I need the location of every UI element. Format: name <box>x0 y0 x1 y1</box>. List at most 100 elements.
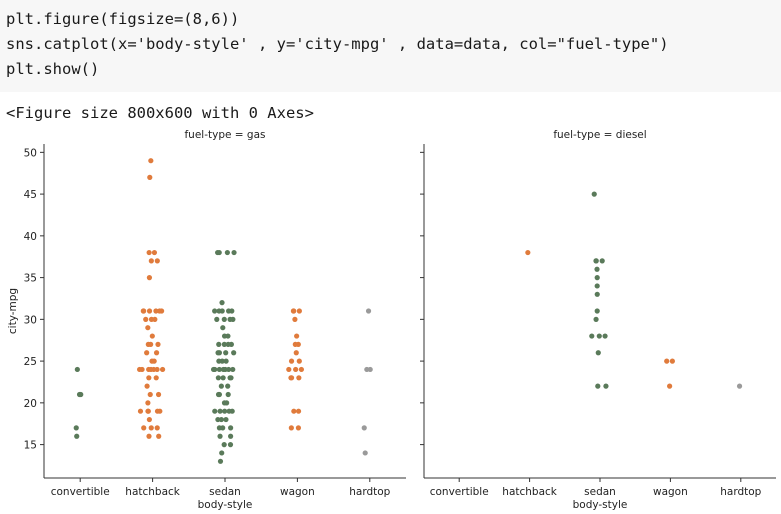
data-point-sedan <box>228 425 234 431</box>
data-point-hardtop <box>365 308 372 314</box>
data-point-hatchback <box>159 308 165 314</box>
x-tick-label-hatchback: hatchback <box>502 486 558 498</box>
data-point-sedan <box>231 249 237 256</box>
data-point-hatchback <box>148 258 154 264</box>
data-point-hatchback <box>154 366 160 373</box>
data-point-convertible <box>74 433 80 439</box>
data-point-sedan <box>595 383 601 389</box>
code-line-3: plt.show() <box>6 60 100 78</box>
data-point-sedan <box>212 408 218 414</box>
data-point-sedan <box>216 341 222 347</box>
data-point-hatchback <box>141 425 147 431</box>
x-tick-label-convertible: convertible <box>430 486 489 498</box>
data-point-sedan <box>215 375 221 381</box>
data-point-sedan <box>221 316 227 322</box>
x-tick-label-sedan: sedan <box>584 486 616 498</box>
data-point-wagon <box>295 408 302 414</box>
data-point-sedan <box>225 383 231 389</box>
data-point-hardtop <box>736 383 743 389</box>
data-point-hatchback <box>159 366 166 373</box>
x-tick-label-hatchback: hatchback <box>125 486 181 498</box>
data-point-wagon <box>293 350 299 356</box>
data-point-wagon <box>291 408 297 414</box>
data-point-hatchback <box>149 333 155 339</box>
data-point-sedan <box>217 408 223 414</box>
data-point-hatchback <box>155 391 162 398</box>
code-line-2: sns.catplot(x='body-style' , y='city-mpg… <box>6 35 669 53</box>
data-point-hatchback <box>145 408 151 414</box>
data-point-sedan <box>225 391 231 398</box>
data-point-wagon <box>292 316 298 322</box>
data-point-hatchback <box>154 258 160 264</box>
data-point-wagon <box>296 308 302 314</box>
y-tick-label: 15 <box>24 440 37 452</box>
x-tick-label-hardtop: hardtop <box>349 486 390 498</box>
data-point-wagon <box>296 375 302 381</box>
data-point-sedan <box>225 333 231 339</box>
catplot-figure: fuel-type = gas 15 20 25 30 35 40 45 50 convertib… <box>7 129 776 511</box>
data-point-hatchback <box>146 433 152 439</box>
data-point-hatchback <box>145 400 151 406</box>
y-tick-label: 30 <box>24 314 37 326</box>
y-tick-label: 40 <box>24 231 37 243</box>
data-point-sedan <box>595 350 601 356</box>
figure-output-text: <Figure size 800x600 with 0 Axes> <box>6 104 314 122</box>
data-point-sedan <box>215 391 222 398</box>
data-point-hardtop <box>367 366 373 373</box>
data-point-hatchback <box>148 425 154 431</box>
data-point-hatchback <box>144 383 150 389</box>
data-point-sedan <box>602 333 608 339</box>
data-point-sedan <box>229 408 235 414</box>
panel-title-gas: fuel-type = gas <box>184 129 265 141</box>
code-cell[interactable]: plt.figure(figsize=(8,6)) sns.catplot(x=… <box>0 0 781 92</box>
data-point-sedan <box>593 316 599 322</box>
data-point-sedan <box>216 366 222 373</box>
data-point-sedan <box>218 383 224 389</box>
x-tick-label-convertible: convertible <box>51 486 110 498</box>
x-axis-label-gas: body-style <box>198 499 253 511</box>
x-tick-label-wagon: wagon <box>653 486 688 498</box>
y-tick-label: 45 <box>24 189 37 201</box>
data-point-sedan <box>603 383 609 389</box>
data-point-sedan <box>223 358 229 364</box>
data-point-wagon <box>288 425 294 431</box>
data-point-sedan <box>594 291 600 297</box>
data-point-wagon <box>667 383 673 389</box>
data-point-hatchback <box>137 408 144 414</box>
data-point-hatchback <box>151 358 157 364</box>
data-point-hatchback <box>137 366 143 373</box>
data-point-sedan <box>212 308 218 314</box>
y-tick-label: 50 <box>24 147 37 159</box>
data-point-sedan <box>224 249 230 256</box>
data-point-wagon <box>286 366 292 373</box>
data-point-sedan <box>216 308 222 314</box>
data-point-sedan <box>217 433 223 439</box>
data-point-sedan <box>591 191 597 197</box>
data-point-hatchback <box>148 158 154 164</box>
data-point-sedan <box>594 275 600 281</box>
data-point-sedan <box>596 333 602 339</box>
data-point-hatchback <box>153 308 159 314</box>
data-point-sedan <box>219 450 225 456</box>
data-point-hatchback <box>141 308 147 314</box>
x-tick-label-wagon: wagon <box>280 486 315 498</box>
data-point-sedan <box>223 416 229 423</box>
data-point-sedan <box>227 442 234 448</box>
data-point-sedan <box>230 316 236 322</box>
data-point-wagon <box>294 333 300 339</box>
data-point-hatchback <box>146 308 153 314</box>
data-point-sedan <box>220 375 226 381</box>
data-point-hardtop <box>361 425 367 431</box>
data-point-hatchback <box>156 433 162 439</box>
data-point-sedan <box>215 416 221 423</box>
data-point-sedan <box>230 366 236 373</box>
data-point-wagon <box>290 308 297 314</box>
data-point-wagon <box>669 358 675 364</box>
data-point-wagon <box>296 358 302 364</box>
data-point-hatchback <box>155 341 161 347</box>
data-point-sedan <box>215 350 221 356</box>
data-point-wagon <box>288 375 294 381</box>
data-point-sedan <box>220 325 226 331</box>
data-point-sedan <box>215 249 221 256</box>
data-point-convertible <box>78 391 84 398</box>
